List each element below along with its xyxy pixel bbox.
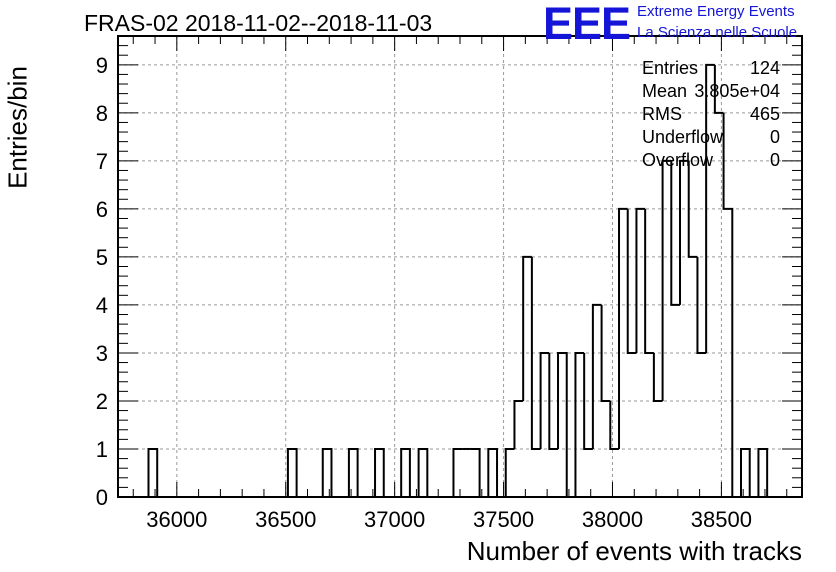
y-tick-label: 9 <box>96 53 108 78</box>
histogram-bin <box>626 208 637 354</box>
stats-label: Entries <box>642 58 699 78</box>
histogram-bin <box>705 63 715 353</box>
axis-ticks <box>118 36 802 498</box>
stats-value: 0 <box>769 127 780 147</box>
histogram-bin <box>635 207 646 353</box>
stats-label: Mean <box>642 81 688 101</box>
histogram-bin <box>530 256 541 450</box>
y-tick-label: 6 <box>96 197 108 222</box>
histogram-bin <box>452 447 463 497</box>
histogram-bin <box>286 447 298 497</box>
histogram-bin <box>679 159 689 305</box>
x-tick-label: 36500 <box>255 507 316 532</box>
stats-value: 0 <box>769 150 780 170</box>
stats-row-rms: RMS 465 <box>642 104 780 127</box>
stats-value: 3.805e+04 <box>694 81 780 101</box>
histogram-bin <box>574 351 585 497</box>
histogram-bin <box>740 447 751 497</box>
x-tick-label: 37500 <box>473 507 534 532</box>
stats-label: RMS <box>642 104 682 124</box>
stats-row-overflow: Overflow 0 <box>642 150 780 173</box>
histogram-bin <box>347 447 359 497</box>
stats-label: Overflow <box>642 150 714 170</box>
x-axis-label: Number of events with tracks <box>466 536 802 566</box>
stats-value: 124 <box>749 58 780 78</box>
histogram-bin <box>687 160 698 258</box>
histogram-bin <box>670 160 681 306</box>
eee-logo: EEE <box>543 0 631 49</box>
y-tick-label: 5 <box>96 245 108 270</box>
tick-labels: 36000 36500 37000 37500 38000 38500 0 1 2 3 4 5 6 7 8 9 <box>96 53 752 532</box>
histogram-bin <box>417 447 429 497</box>
y-tick-label: 8 <box>96 101 108 126</box>
histogram-bin <box>321 447 333 497</box>
x-tick-label: 38000 <box>582 507 643 532</box>
histogram-bin <box>591 303 602 449</box>
y-axis-label: Entries/bin <box>2 66 33 189</box>
histogram-bin <box>539 351 550 449</box>
chart-title: FRAS-02 2018-11-02--2018-11-03 <box>84 10 433 36</box>
histogram-bin <box>652 352 663 402</box>
histogram-bin <box>696 256 707 354</box>
histogram-bin <box>513 399 524 449</box>
histogram-bin <box>722 112 734 497</box>
histogram-bin <box>548 352 559 450</box>
stats-value: 465 <box>749 104 780 124</box>
histogram-bin <box>713 64 724 114</box>
stats-label: Underflow <box>642 127 724 147</box>
histogram-bin <box>374 447 385 497</box>
histogram-bin <box>661 159 672 401</box>
logo-line-2: La Scienza nelle Scuole <box>637 24 798 41</box>
logo-line-1: Extreme Energy Events <box>637 3 795 20</box>
y-tick-label: 3 <box>96 341 108 366</box>
histogram-bin <box>644 208 654 354</box>
x-tick-label: 38500 <box>691 507 752 532</box>
histogram-bin <box>757 447 769 497</box>
histogram-bin <box>557 351 568 497</box>
y-tick-label: 1 <box>96 437 108 462</box>
histogram-bin <box>609 400 620 450</box>
y-tick-label: 7 <box>96 149 108 174</box>
stats-row-mean: Mean 3.805e+04 <box>642 81 780 104</box>
y-tick-label: 0 <box>96 485 108 510</box>
x-tick-label: 37000 <box>364 507 425 532</box>
histogram-bin <box>504 447 515 497</box>
histogram-bin <box>600 304 611 402</box>
stats-row-entries: Entries 124 <box>642 58 780 81</box>
y-tick-label: 4 <box>96 293 108 318</box>
histogram-bin <box>583 352 593 450</box>
histogram-bin <box>522 255 532 401</box>
histogram-bin <box>618 207 628 449</box>
histogram-bin <box>147 447 159 497</box>
histogram-series <box>147 63 769 497</box>
x-tick-label: 36000 <box>146 507 207 532</box>
stats-row-underflow: Underflow 0 <box>642 127 780 150</box>
histogram-bin <box>470 447 481 497</box>
histogram-bin <box>487 447 499 497</box>
y-tick-label: 2 <box>96 389 108 414</box>
histogram-bin <box>400 447 411 497</box>
